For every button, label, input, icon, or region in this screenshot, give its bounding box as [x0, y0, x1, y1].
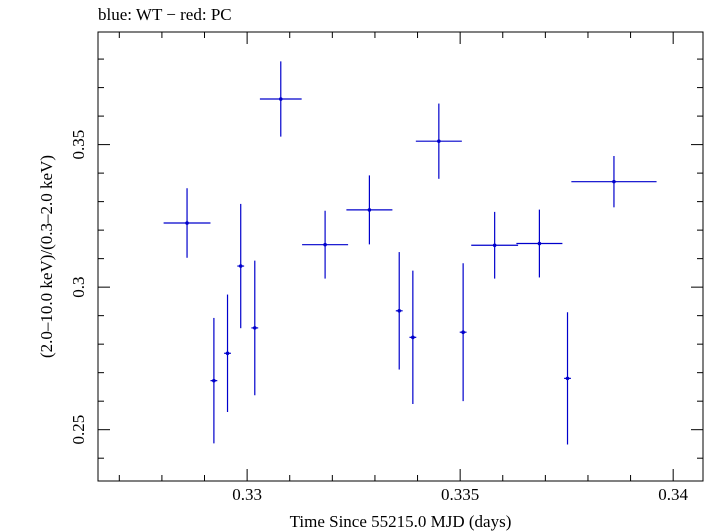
point-marker — [565, 376, 570, 381]
axis-tick-labels: 0.33 0.335 0.34 0.25 0.3 0.35 — [69, 130, 689, 504]
data-point — [251, 260, 259, 396]
x-tick-label: 0.33 — [232, 485, 262, 504]
point-marker — [238, 264, 243, 268]
point-marker — [492, 243, 497, 248]
data-point — [571, 156, 657, 208]
point-marker — [367, 208, 372, 212]
axis-ticks — [98, 32, 703, 481]
y-tick-label: 0.3 — [69, 277, 88, 298]
data-point — [163, 188, 211, 258]
y-axis-label: (2.0–10.0 keV)/(0.3–2.0 keV) — [37, 155, 56, 358]
data-points — [163, 61, 657, 445]
data-point — [409, 270, 417, 405]
point-marker — [185, 221, 189, 225]
y-tick-label: 0.25 — [69, 415, 88, 445]
y-tick-label: 0.35 — [69, 130, 88, 160]
point-marker — [225, 351, 230, 356]
point-marker — [278, 97, 283, 101]
point-marker — [212, 378, 216, 383]
point-marker — [612, 179, 616, 184]
point-marker — [437, 139, 441, 143]
point-marker — [537, 241, 542, 246]
data-point — [302, 210, 349, 279]
data-point — [237, 203, 245, 329]
plot-frame — [97, 31, 704, 482]
data-point — [415, 103, 462, 179]
data-point — [259, 61, 302, 137]
data-point — [459, 263, 467, 402]
x-tick-label: 0.34 — [658, 485, 688, 504]
point-marker — [397, 309, 402, 313]
data-point — [395, 252, 403, 370]
data-point — [210, 317, 218, 444]
data-point — [471, 211, 519, 279]
data-point — [224, 294, 231, 413]
data-point — [564, 312, 571, 445]
data-point — [516, 209, 563, 278]
x-axis-label: Time Since 55215.0 MJD (days) — [290, 512, 512, 531]
point-marker — [411, 335, 415, 340]
x-tick-label: 0.335 — [441, 485, 479, 504]
point-marker — [252, 326, 257, 330]
point-marker — [323, 242, 327, 247]
data-point — [346, 175, 393, 245]
point-marker — [461, 330, 465, 334]
chart-title: blue: WT − red: PC — [98, 5, 232, 24]
